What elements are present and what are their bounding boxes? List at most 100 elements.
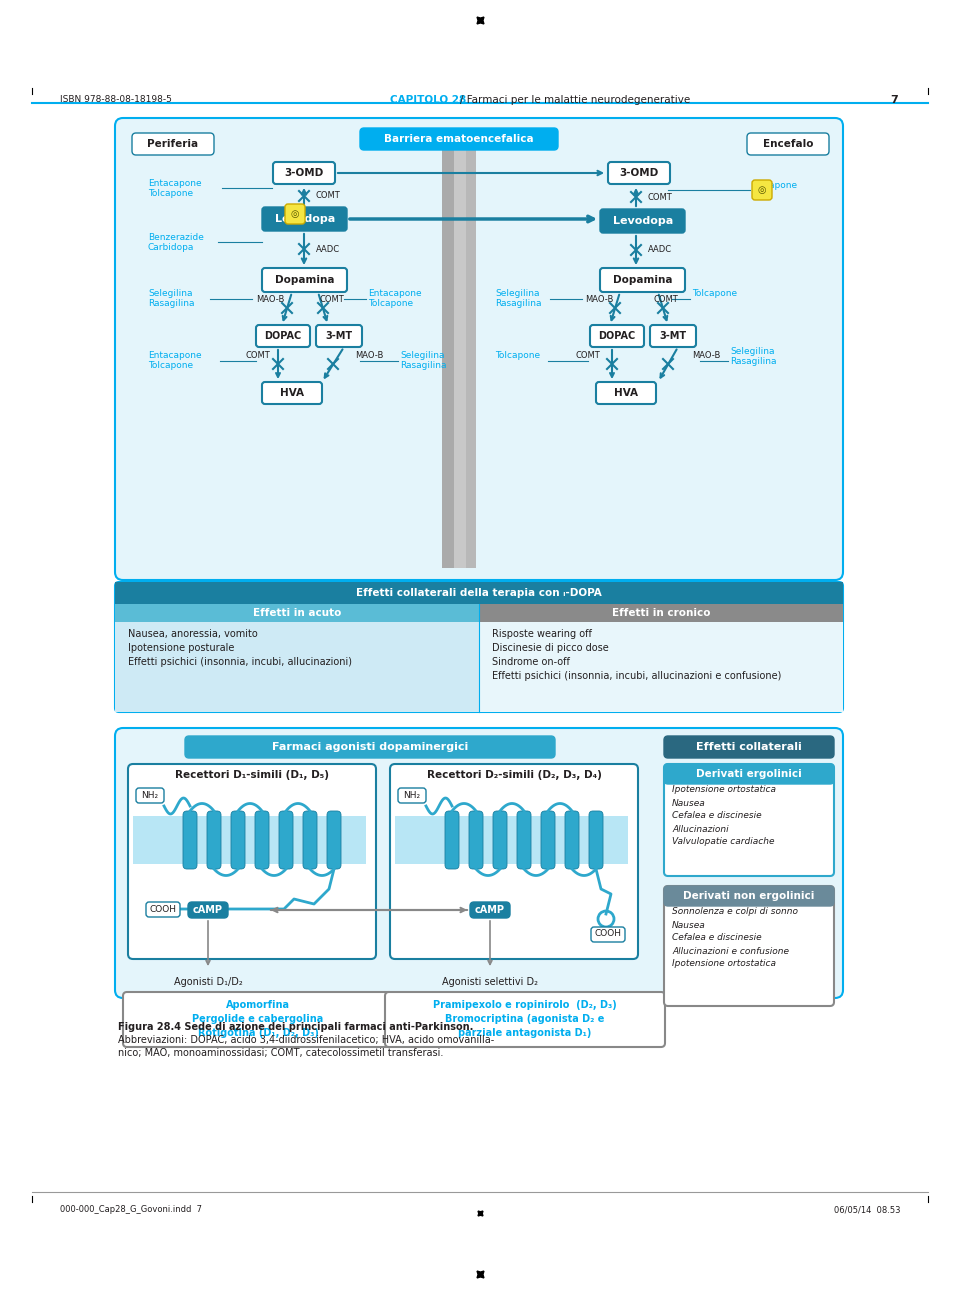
Text: 3-OMD: 3-OMD xyxy=(619,168,659,179)
Text: NH₂: NH₂ xyxy=(141,791,158,800)
FancyBboxPatch shape xyxy=(541,811,555,870)
Text: Effetti psichici (insonnia, incubi, allucinazioni e confusione): Effetti psichici (insonnia, incubi, allu… xyxy=(492,672,781,681)
Text: Risposte wearing off: Risposte wearing off xyxy=(492,629,592,639)
Text: Nausea: Nausea xyxy=(672,798,706,807)
Bar xyxy=(395,817,628,864)
Text: AADC: AADC xyxy=(648,246,672,255)
FancyBboxPatch shape xyxy=(123,992,393,1047)
Text: Tolcapone: Tolcapone xyxy=(148,361,193,370)
Text: Ipotensione ortostatica: Ipotensione ortostatica xyxy=(672,785,776,795)
Text: Sonnolenza e colpi di sonno: Sonnolenza e colpi di sonno xyxy=(672,907,798,916)
Text: Valvulopatie cardiache: Valvulopatie cardiache xyxy=(672,837,775,846)
FancyBboxPatch shape xyxy=(390,763,638,959)
FancyBboxPatch shape xyxy=(183,811,197,870)
Text: parziale antagonista D₁): parziale antagonista D₁) xyxy=(458,1027,591,1038)
FancyBboxPatch shape xyxy=(262,207,347,232)
FancyBboxPatch shape xyxy=(285,204,305,224)
Bar xyxy=(115,622,479,712)
Text: COMT: COMT xyxy=(648,193,673,202)
Text: Pramipexolo e ropinirolo  (D₂, D₃): Pramipexolo e ropinirolo (D₂, D₃) xyxy=(433,1000,617,1011)
FancyBboxPatch shape xyxy=(185,736,555,758)
Text: Abbreviazioni: DOPAC, acido 3,4-diidrossifenilacetico; HVA, acido omovanilla-: Abbreviazioni: DOPAC, acido 3,4-diidross… xyxy=(118,1035,494,1046)
Text: 3-MT: 3-MT xyxy=(325,331,352,342)
Text: COMT: COMT xyxy=(320,295,345,304)
Text: Sindrome on-off: Sindrome on-off xyxy=(492,657,570,666)
Text: DOPAC: DOPAC xyxy=(264,331,301,342)
Text: COMT: COMT xyxy=(654,295,679,304)
FancyBboxPatch shape xyxy=(664,886,834,1005)
Text: MAO-B: MAO-B xyxy=(585,295,613,304)
Bar xyxy=(133,817,366,864)
Text: Tolcapone: Tolcapone xyxy=(752,180,797,189)
FancyBboxPatch shape xyxy=(255,811,269,870)
FancyBboxPatch shape xyxy=(589,811,603,870)
FancyBboxPatch shape xyxy=(600,210,685,233)
Text: cAMP: cAMP xyxy=(193,905,223,915)
Text: Encefalo: Encefalo xyxy=(763,138,813,149)
Text: Dopamina: Dopamina xyxy=(613,276,673,285)
Text: Cefalea e discinesie: Cefalea e discinesie xyxy=(672,933,761,942)
Text: Pergolide e cabergolina: Pergolide e cabergolina xyxy=(192,1014,324,1024)
FancyBboxPatch shape xyxy=(279,811,293,870)
Text: COOH: COOH xyxy=(150,905,177,914)
Text: Entacapone: Entacapone xyxy=(368,290,421,299)
Text: Derivati ergolinici: Derivati ergolinici xyxy=(696,769,802,779)
Text: Apomorfina: Apomorfina xyxy=(226,1000,290,1011)
FancyBboxPatch shape xyxy=(470,902,510,917)
Text: Bromocriptina (agonista D₂ e: Bromocriptina (agonista D₂ e xyxy=(445,1014,605,1024)
Text: 3-OMD: 3-OMD xyxy=(284,168,324,179)
Text: Levodopa: Levodopa xyxy=(612,216,673,226)
Text: CAPITOLO 28: CAPITOLO 28 xyxy=(390,94,467,105)
FancyBboxPatch shape xyxy=(469,811,483,870)
Text: Effetti collaterali della terapia con ₗ-DOPA: Effetti collaterali della terapia con ₗ-… xyxy=(356,587,602,598)
Text: DOPAC: DOPAC xyxy=(598,331,636,342)
Text: Cefalea e discinesie: Cefalea e discinesie xyxy=(672,811,761,820)
Text: Selegilina: Selegilina xyxy=(730,348,775,357)
FancyBboxPatch shape xyxy=(136,788,164,804)
Text: Farmaci agonisti dopaminergici: Farmaci agonisti dopaminergici xyxy=(272,741,468,752)
FancyBboxPatch shape xyxy=(398,788,426,804)
FancyBboxPatch shape xyxy=(115,582,843,712)
Text: COMT: COMT xyxy=(316,192,341,201)
Text: Agonisti selettivi D₂: Agonisti selettivi D₂ xyxy=(442,977,538,987)
Text: Entacapone: Entacapone xyxy=(148,179,202,188)
Text: Levodopa: Levodopa xyxy=(275,214,335,224)
Text: Rasagilina: Rasagilina xyxy=(495,299,541,308)
Text: Tolcapone: Tolcapone xyxy=(368,299,413,308)
FancyBboxPatch shape xyxy=(747,133,829,155)
Bar xyxy=(466,150,476,568)
FancyBboxPatch shape xyxy=(650,325,696,347)
Text: Rotigotina (D₁, D₂, D₃): Rotigotina (D₁, D₂, D₃) xyxy=(198,1027,319,1038)
FancyBboxPatch shape xyxy=(115,118,843,580)
FancyBboxPatch shape xyxy=(445,811,459,870)
FancyBboxPatch shape xyxy=(385,992,665,1047)
Text: Ipotensione posturale: Ipotensione posturale xyxy=(128,643,234,653)
FancyBboxPatch shape xyxy=(565,811,579,870)
FancyBboxPatch shape xyxy=(188,902,228,917)
Text: Discinesie di picco dose: Discinesie di picco dose xyxy=(492,643,609,653)
FancyBboxPatch shape xyxy=(262,268,347,292)
Text: COMT: COMT xyxy=(575,352,600,361)
Text: COMT: COMT xyxy=(245,352,270,361)
Text: MAO-B: MAO-B xyxy=(692,352,720,361)
Text: Tolcapone: Tolcapone xyxy=(692,290,737,299)
FancyBboxPatch shape xyxy=(132,133,214,155)
Bar xyxy=(115,604,479,622)
FancyBboxPatch shape xyxy=(303,811,317,870)
Text: nico; MAO, monoaminossidasi; COMT, catecolossimetil transferasi.: nico; MAO, monoaminossidasi; COMT, catec… xyxy=(118,1048,444,1058)
FancyBboxPatch shape xyxy=(590,325,644,347)
FancyBboxPatch shape xyxy=(262,382,322,404)
Text: Benzerazide: Benzerazide xyxy=(148,233,204,242)
Bar xyxy=(479,604,843,622)
Text: Rasagilina: Rasagilina xyxy=(730,357,777,366)
Text: Agonisti D₁/D₂: Agonisti D₁/D₂ xyxy=(174,977,242,987)
Text: ◎: ◎ xyxy=(291,210,300,219)
FancyBboxPatch shape xyxy=(664,886,834,906)
FancyBboxPatch shape xyxy=(600,268,685,292)
Text: 7: 7 xyxy=(890,94,898,105)
FancyBboxPatch shape xyxy=(115,729,843,998)
Text: MAO-B: MAO-B xyxy=(256,295,284,304)
FancyBboxPatch shape xyxy=(327,811,341,870)
Text: COOH: COOH xyxy=(594,929,621,938)
Bar xyxy=(454,150,466,568)
